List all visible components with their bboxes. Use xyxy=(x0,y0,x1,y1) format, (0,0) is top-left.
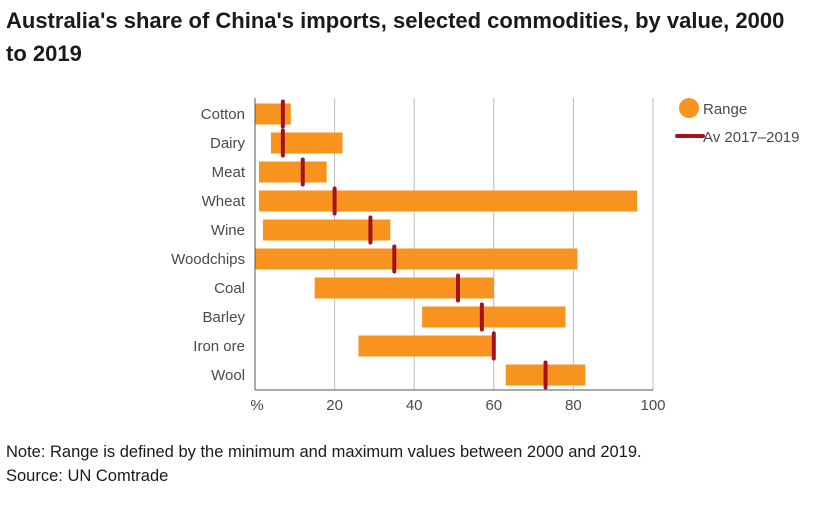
range-bar-coal xyxy=(314,277,494,299)
range-bar-cotton xyxy=(255,103,291,125)
category-label-wine: Wine xyxy=(211,222,245,239)
range-bars xyxy=(255,103,638,386)
range-bar-wheat xyxy=(258,190,638,212)
category-labels: Cotton Dairy Meat Wheat Wine Woodchips Coal Bar… xyxy=(171,106,246,384)
legend: Range Av 2017–2019 xyxy=(675,98,799,146)
category-label-wool: Wool xyxy=(211,367,245,384)
legend-range-label: Range xyxy=(703,101,747,118)
x-unit-label: % xyxy=(250,397,263,414)
x-tick-label-20: 20 xyxy=(326,397,343,414)
range-bar-barley xyxy=(422,306,566,328)
average-markers xyxy=(280,99,548,390)
category-label-dairy: Dairy xyxy=(210,135,246,152)
category-label-wheat: Wheat xyxy=(202,193,246,210)
chart-title: Australia's share of China's imports, se… xyxy=(6,8,785,66)
x-tick-label-60: 60 xyxy=(485,397,502,414)
range-bar-wine xyxy=(262,219,391,241)
chart-note: Note: Range is defined by the minimum an… xyxy=(6,443,642,461)
category-label-iron-ore: Iron ore xyxy=(193,338,245,355)
category-label-meat: Meat xyxy=(212,164,246,181)
range-bar-meat xyxy=(258,161,327,183)
range-bar-dairy xyxy=(270,132,343,154)
range-bar-iron-ore xyxy=(358,335,494,357)
range-bar-woodchips xyxy=(255,248,578,270)
category-label-barley: Barley xyxy=(202,309,245,326)
x-tick-label-80: 80 xyxy=(565,397,582,414)
category-label-cotton: Cotton xyxy=(201,106,245,123)
legend-range-swatch xyxy=(679,98,699,118)
x-tick-label-40: 40 xyxy=(406,397,423,414)
x-tick-label-100: 100 xyxy=(640,397,665,414)
category-label-woodchips: Woodchips xyxy=(171,251,245,268)
legend-average-label: Av 2017–2019 xyxy=(703,129,799,146)
x-axis: % 20 40 60 80 100 xyxy=(250,98,666,414)
category-label-coal: Coal xyxy=(214,280,245,297)
chart-source: Source: UN Comtrade xyxy=(6,467,169,485)
range-chart: Cotton Dairy Meat Wheat Wine Woodchips Coal Bar… xyxy=(171,98,799,414)
